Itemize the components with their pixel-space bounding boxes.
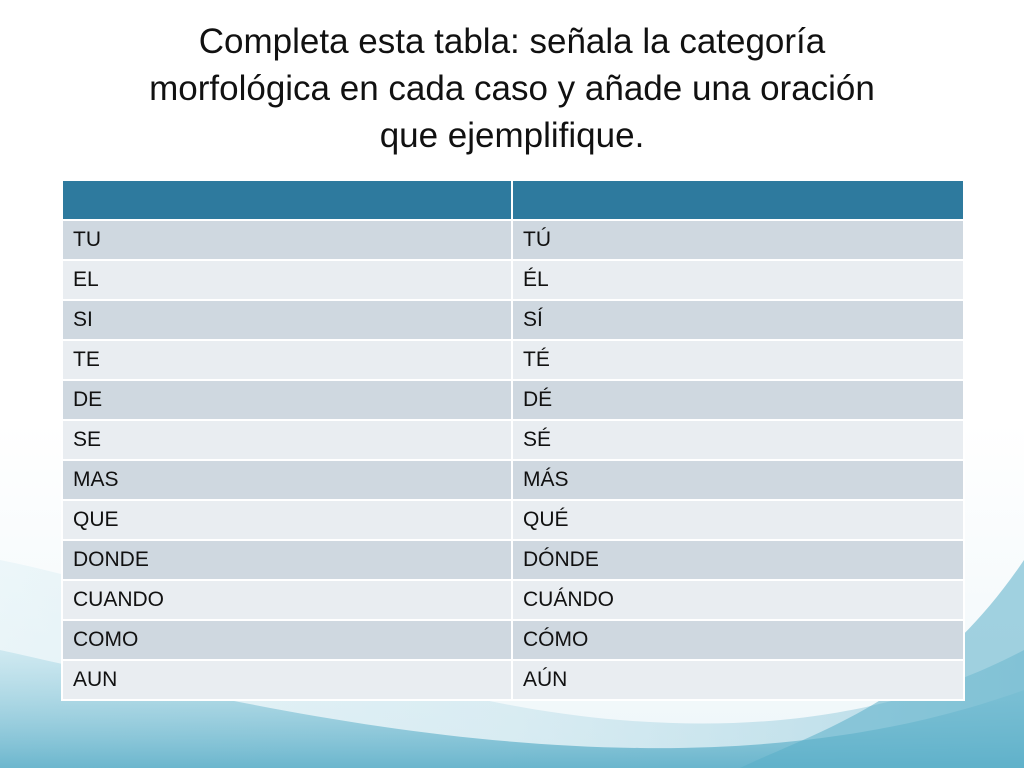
table-row: DE DÉ: [61, 379, 965, 421]
table-cell-unaccented: MAS: [61, 459, 513, 501]
table-cell-accented: AÚN: [511, 659, 965, 701]
table-cell-unaccented: DE: [61, 379, 513, 421]
table-cell-accented: CUÁNDO: [511, 579, 965, 621]
slide-title: Completa esta tabla: señala la categoría…: [60, 18, 964, 159]
table-cell-unaccented: CUANDO: [61, 579, 513, 621]
table-header-cell: [61, 179, 513, 221]
table-cell-unaccented: EL: [61, 259, 513, 301]
table-row: CUANDO CUÁNDO: [61, 579, 965, 621]
table-row: QUE QUÉ: [61, 499, 965, 541]
table-cell-accented: DÉ: [511, 379, 965, 421]
table-cell-accented: CÓMO: [511, 619, 965, 661]
table-cell-unaccented: SE: [61, 419, 513, 461]
table-row: EL ÉL: [61, 259, 965, 301]
title-line-2: morfológica en cada caso y añade una ora…: [149, 69, 875, 108]
table-cell-unaccented: AUN: [61, 659, 513, 701]
table-cell-unaccented: TE: [61, 339, 513, 381]
accent-word-table: TU TÚ EL ÉL SI SÍ TE TÉ DE DÉ SE SÉ MAS …: [61, 179, 965, 701]
table-cell-unaccented: QUE: [61, 499, 513, 541]
table-row: SE SÉ: [61, 419, 965, 461]
title-line-3: que ejemplifique.: [379, 116, 645, 155]
table-cell-accented: DÓNDE: [511, 539, 965, 581]
table-cell-unaccented: TU: [61, 219, 513, 261]
table-row: TU TÚ: [61, 219, 965, 261]
table-cell-unaccented: DONDE: [61, 539, 513, 581]
table-row: DONDE DÓNDE: [61, 539, 965, 581]
table-cell-accented: SÍ: [511, 299, 965, 341]
table-cell-unaccented: SI: [61, 299, 513, 341]
table-cell-accented: TÚ: [511, 219, 965, 261]
table-cell-unaccented: COMO: [61, 619, 513, 661]
title-line-1: Completa esta tabla: señala la categoría: [198, 22, 826, 61]
table-row: AUN AÚN: [61, 659, 965, 701]
table-header-row: [61, 179, 965, 221]
table-cell-accented: TÉ: [511, 339, 965, 381]
table-row: COMO CÓMO: [61, 619, 965, 661]
table-cell-accented: QUÉ: [511, 499, 965, 541]
table-header-cell: [511, 179, 965, 221]
table-cell-accented: SÉ: [511, 419, 965, 461]
table-row: TE TÉ: [61, 339, 965, 381]
table-row: MAS MÁS: [61, 459, 965, 501]
table-cell-accented: MÁS: [511, 459, 965, 501]
table-cell-accented: ÉL: [511, 259, 965, 301]
table-row: SI SÍ: [61, 299, 965, 341]
